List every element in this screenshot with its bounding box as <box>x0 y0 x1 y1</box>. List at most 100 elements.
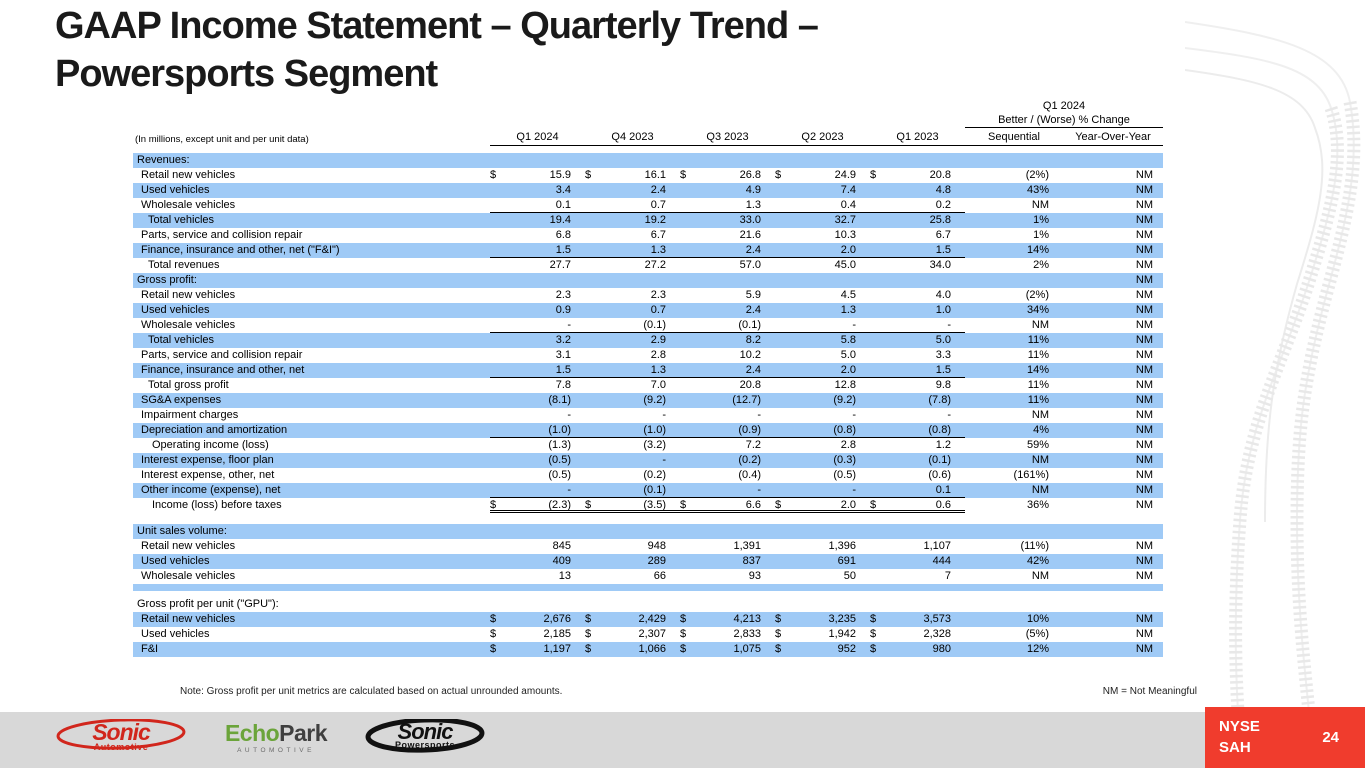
quarter-values <box>490 597 965 612</box>
currency-symbol <box>490 423 508 437</box>
value-cell: (12.7) <box>732 394 761 406</box>
currency-symbol <box>490 438 508 453</box>
table-row: Used vehicles 3.4 2.4 4.9 7.4 4.8 43% NM <box>133 183 1163 198</box>
currency-symbol <box>490 524 508 539</box>
sequential-change-cell: 4% <box>1033 424 1049 436</box>
currency-symbol: $ <box>490 643 497 655</box>
row-label: Finance, insurance and other, net ("F&I"… <box>141 244 340 256</box>
value-cell: 4.0 <box>935 289 951 301</box>
value-cell: 952 <box>837 643 856 655</box>
currency-symbol <box>680 539 698 554</box>
table-row: Retail new vehicles 2.3 2.3 5.9 4.5 4.0 (2%) NM <box>133 288 1163 303</box>
sequential-change-cell <box>965 273 1063 288</box>
table-change-header: Q1 2024 Better / (Worse) % Change <box>133 100 1163 128</box>
currency-symbol <box>775 258 793 273</box>
yoy-change-cell: NM <box>1135 259 1153 271</box>
value-cell: (0.9) <box>738 424 761 436</box>
sequential-change-cell: (2%) <box>1025 169 1049 181</box>
currency-symbol <box>490 318 508 332</box>
row-label: Impairment charges <box>141 409 239 421</box>
value-cell <box>888 597 965 612</box>
value-cell: - <box>852 484 856 496</box>
currency-symbol: $ <box>775 499 782 511</box>
value-cell: (0.1) <box>928 454 951 466</box>
yoy-change-cell <box>1063 597 1163 612</box>
currency-symbol <box>680 363 698 377</box>
value-cell: 2,328 <box>923 628 951 640</box>
currency-symbol <box>680 213 698 228</box>
currency-symbol <box>870 318 888 332</box>
quarter-values: ----- <box>490 408 965 423</box>
currency-symbol <box>585 483 603 497</box>
value-cell: (1.3) <box>548 439 571 451</box>
change-columns: Sequential Year-Over-Year <box>965 130 1163 146</box>
change-header-caption: Better / (Worse) % Change <box>965 113 1163 128</box>
value-cell: 6.7 <box>650 229 666 241</box>
ticker-exchange: NYSE <box>1219 718 1260 736</box>
row-label: Wholesale vehicles <box>141 319 236 331</box>
value-cell: 25.8 <box>929 214 951 226</box>
value-cell: 1.3 <box>650 364 666 376</box>
currency-symbol <box>585 468 603 483</box>
row-label: Used vehicles <box>141 628 210 640</box>
sequential-change-cell: 42% <box>1026 555 1049 567</box>
value-cell: 1.5 <box>555 244 571 256</box>
value-cell: 3.2 <box>555 334 571 346</box>
currency-symbol <box>585 393 603 408</box>
sequential-change-cell: (161%) <box>1013 469 1049 481</box>
quarter-values: 0.1 0.7 1.3 0.4 0.2 <box>490 198 965 213</box>
currency-symbol <box>585 554 603 569</box>
quarter-values: - (0.1) - - 0.1 <box>490 483 965 498</box>
currency-symbol <box>490 333 508 348</box>
yoy-change-cell: NM <box>1135 334 1153 346</box>
currency-symbol <box>870 243 888 257</box>
value-cell: 1,396 <box>828 540 856 552</box>
currency-symbol <box>775 273 793 288</box>
currency-symbol <box>870 539 888 554</box>
value-cell: 4.9 <box>745 184 761 196</box>
value-cell: 1.5 <box>555 364 571 376</box>
value-cell: (0.1) <box>643 484 666 496</box>
sequential-change-cell: 12% <box>1026 643 1049 655</box>
row-label: Total vehicles <box>148 334 215 346</box>
currency-symbol <box>870 453 888 468</box>
value-cell: 3.1 <box>555 349 571 361</box>
value-cell: - <box>567 409 571 421</box>
yoy-change-cell: NM <box>1135 499 1153 511</box>
value-cell: 3.3 <box>935 349 951 361</box>
row-label: Total vehicles <box>148 214 215 226</box>
value-cell: 8.2 <box>745 334 761 346</box>
currency-symbol <box>585 288 603 303</box>
yoy-change-cell: NM <box>1135 469 1153 481</box>
currency-symbol <box>585 539 603 554</box>
currency-symbol <box>870 438 888 453</box>
currency-symbol: $ <box>870 613 877 625</box>
yoy-change-cell: NM <box>1135 628 1153 640</box>
currency-symbol <box>870 393 888 408</box>
value-cell <box>603 273 680 288</box>
currency-symbol <box>585 348 603 363</box>
table-row: Retail new vehicles $15.9 $16.1 $26.8 $24.9 $… <box>133 168 1163 183</box>
change-header-quarter: Q1 2024 <box>1042 100 1086 112</box>
value-cell: 57.0 <box>739 259 761 271</box>
value-cell <box>508 153 585 168</box>
currency-symbol <box>775 408 793 423</box>
table-row: Other income (expense), net - (0.1) - - 0.1 NM… <box>133 483 1163 498</box>
section-header-row: Unit sales volume: <box>133 524 1163 539</box>
currency-symbol <box>490 539 508 554</box>
value-cell: 7.2 <box>745 439 761 451</box>
currency-symbol <box>870 423 888 437</box>
value-cell: 2.4 <box>745 244 761 256</box>
row-label: Used vehicles <box>141 555 210 567</box>
currency-symbol <box>680 153 698 168</box>
currency-symbol <box>585 258 603 273</box>
sequential-change-cell: 11% <box>1027 349 1049 361</box>
value-cell <box>793 153 870 168</box>
yoy-change-cell: NM <box>1135 244 1153 256</box>
quarter-values: 27.7 27.2 57.0 45.0 34.0 <box>490 258 965 273</box>
row-label: Other income (expense), net <box>141 484 281 496</box>
currency-symbol <box>870 213 888 228</box>
value-cell: 66 <box>653 570 666 582</box>
quarter-values: 2.3 2.3 5.9 4.5 4.0 <box>490 288 965 303</box>
currency-symbol <box>870 569 888 584</box>
